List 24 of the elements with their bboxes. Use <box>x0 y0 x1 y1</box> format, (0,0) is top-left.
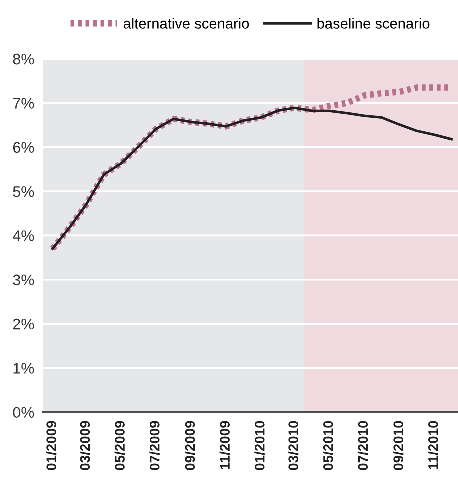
line-series <box>52 106 453 250</box>
y-tick-label: 1% <box>14 363 34 374</box>
y-tick-label: 8% <box>13 54 34 65</box>
y-tick-label: 2% <box>13 318 34 330</box>
x-tick-label: 07/2010 <box>358 421 368 470</box>
x-tick-label: 11/2010 <box>428 421 438 470</box>
x-tick-label: 01/2009 <box>46 421 57 470</box>
x-tick-label: 05/2010 <box>323 421 334 470</box>
legend-label: alternative scenario <box>124 18 250 29</box>
x-tick-label: 03/2009 <box>80 421 90 470</box>
x-tick-label: 01/2010 <box>254 421 265 470</box>
x-tick-label: 09/2010 <box>393 421 404 470</box>
x-tick-label: 05/2009 <box>114 421 126 470</box>
legend-label: baseline scenario <box>318 18 430 29</box>
x-tick-label: 09/2009 <box>184 421 196 470</box>
y-tick-label: 0% <box>13 407 34 418</box>
y-tick-label: 6% <box>13 142 34 154</box>
y-tick-label: 7% <box>13 98 34 109</box>
x-tick-label: 11/2009 <box>220 421 230 470</box>
y-tick-label: 5% <box>13 186 34 198</box>
y-tick-label: 4% <box>12 230 34 242</box>
x-tick-label: 03/2010 <box>288 421 299 470</box>
y-tick-label: 3% <box>13 274 34 286</box>
x-tick-label: 07/2009 <box>150 421 160 470</box>
